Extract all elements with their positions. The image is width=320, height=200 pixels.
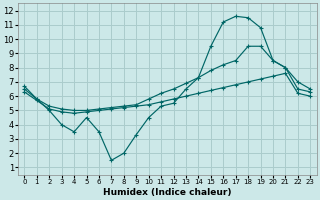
X-axis label: Humidex (Indice chaleur): Humidex (Indice chaleur)	[103, 188, 232, 197]
